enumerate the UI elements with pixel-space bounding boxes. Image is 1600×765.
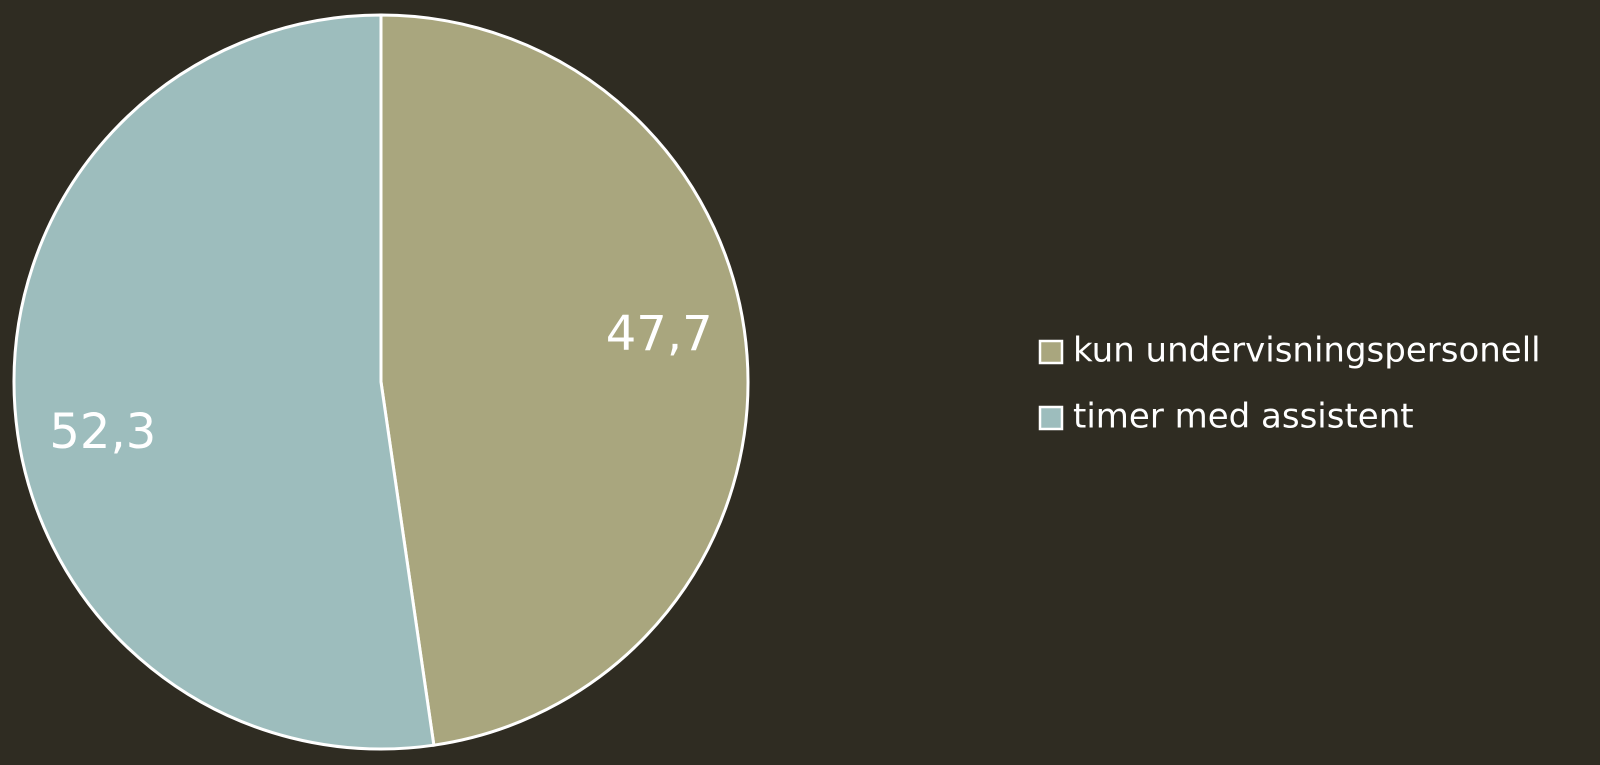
legend-swatch xyxy=(1038,339,1064,365)
pie-slice xyxy=(379,13,750,747)
legend-label: timer med assistent xyxy=(1073,397,1414,437)
legend-label: kun undervisningspersonell xyxy=(1073,331,1541,371)
data-label: 47,7 xyxy=(606,306,713,362)
data-label: 52,3 xyxy=(49,404,156,460)
pie-slice xyxy=(12,13,436,751)
legend-swatch xyxy=(1038,405,1064,431)
